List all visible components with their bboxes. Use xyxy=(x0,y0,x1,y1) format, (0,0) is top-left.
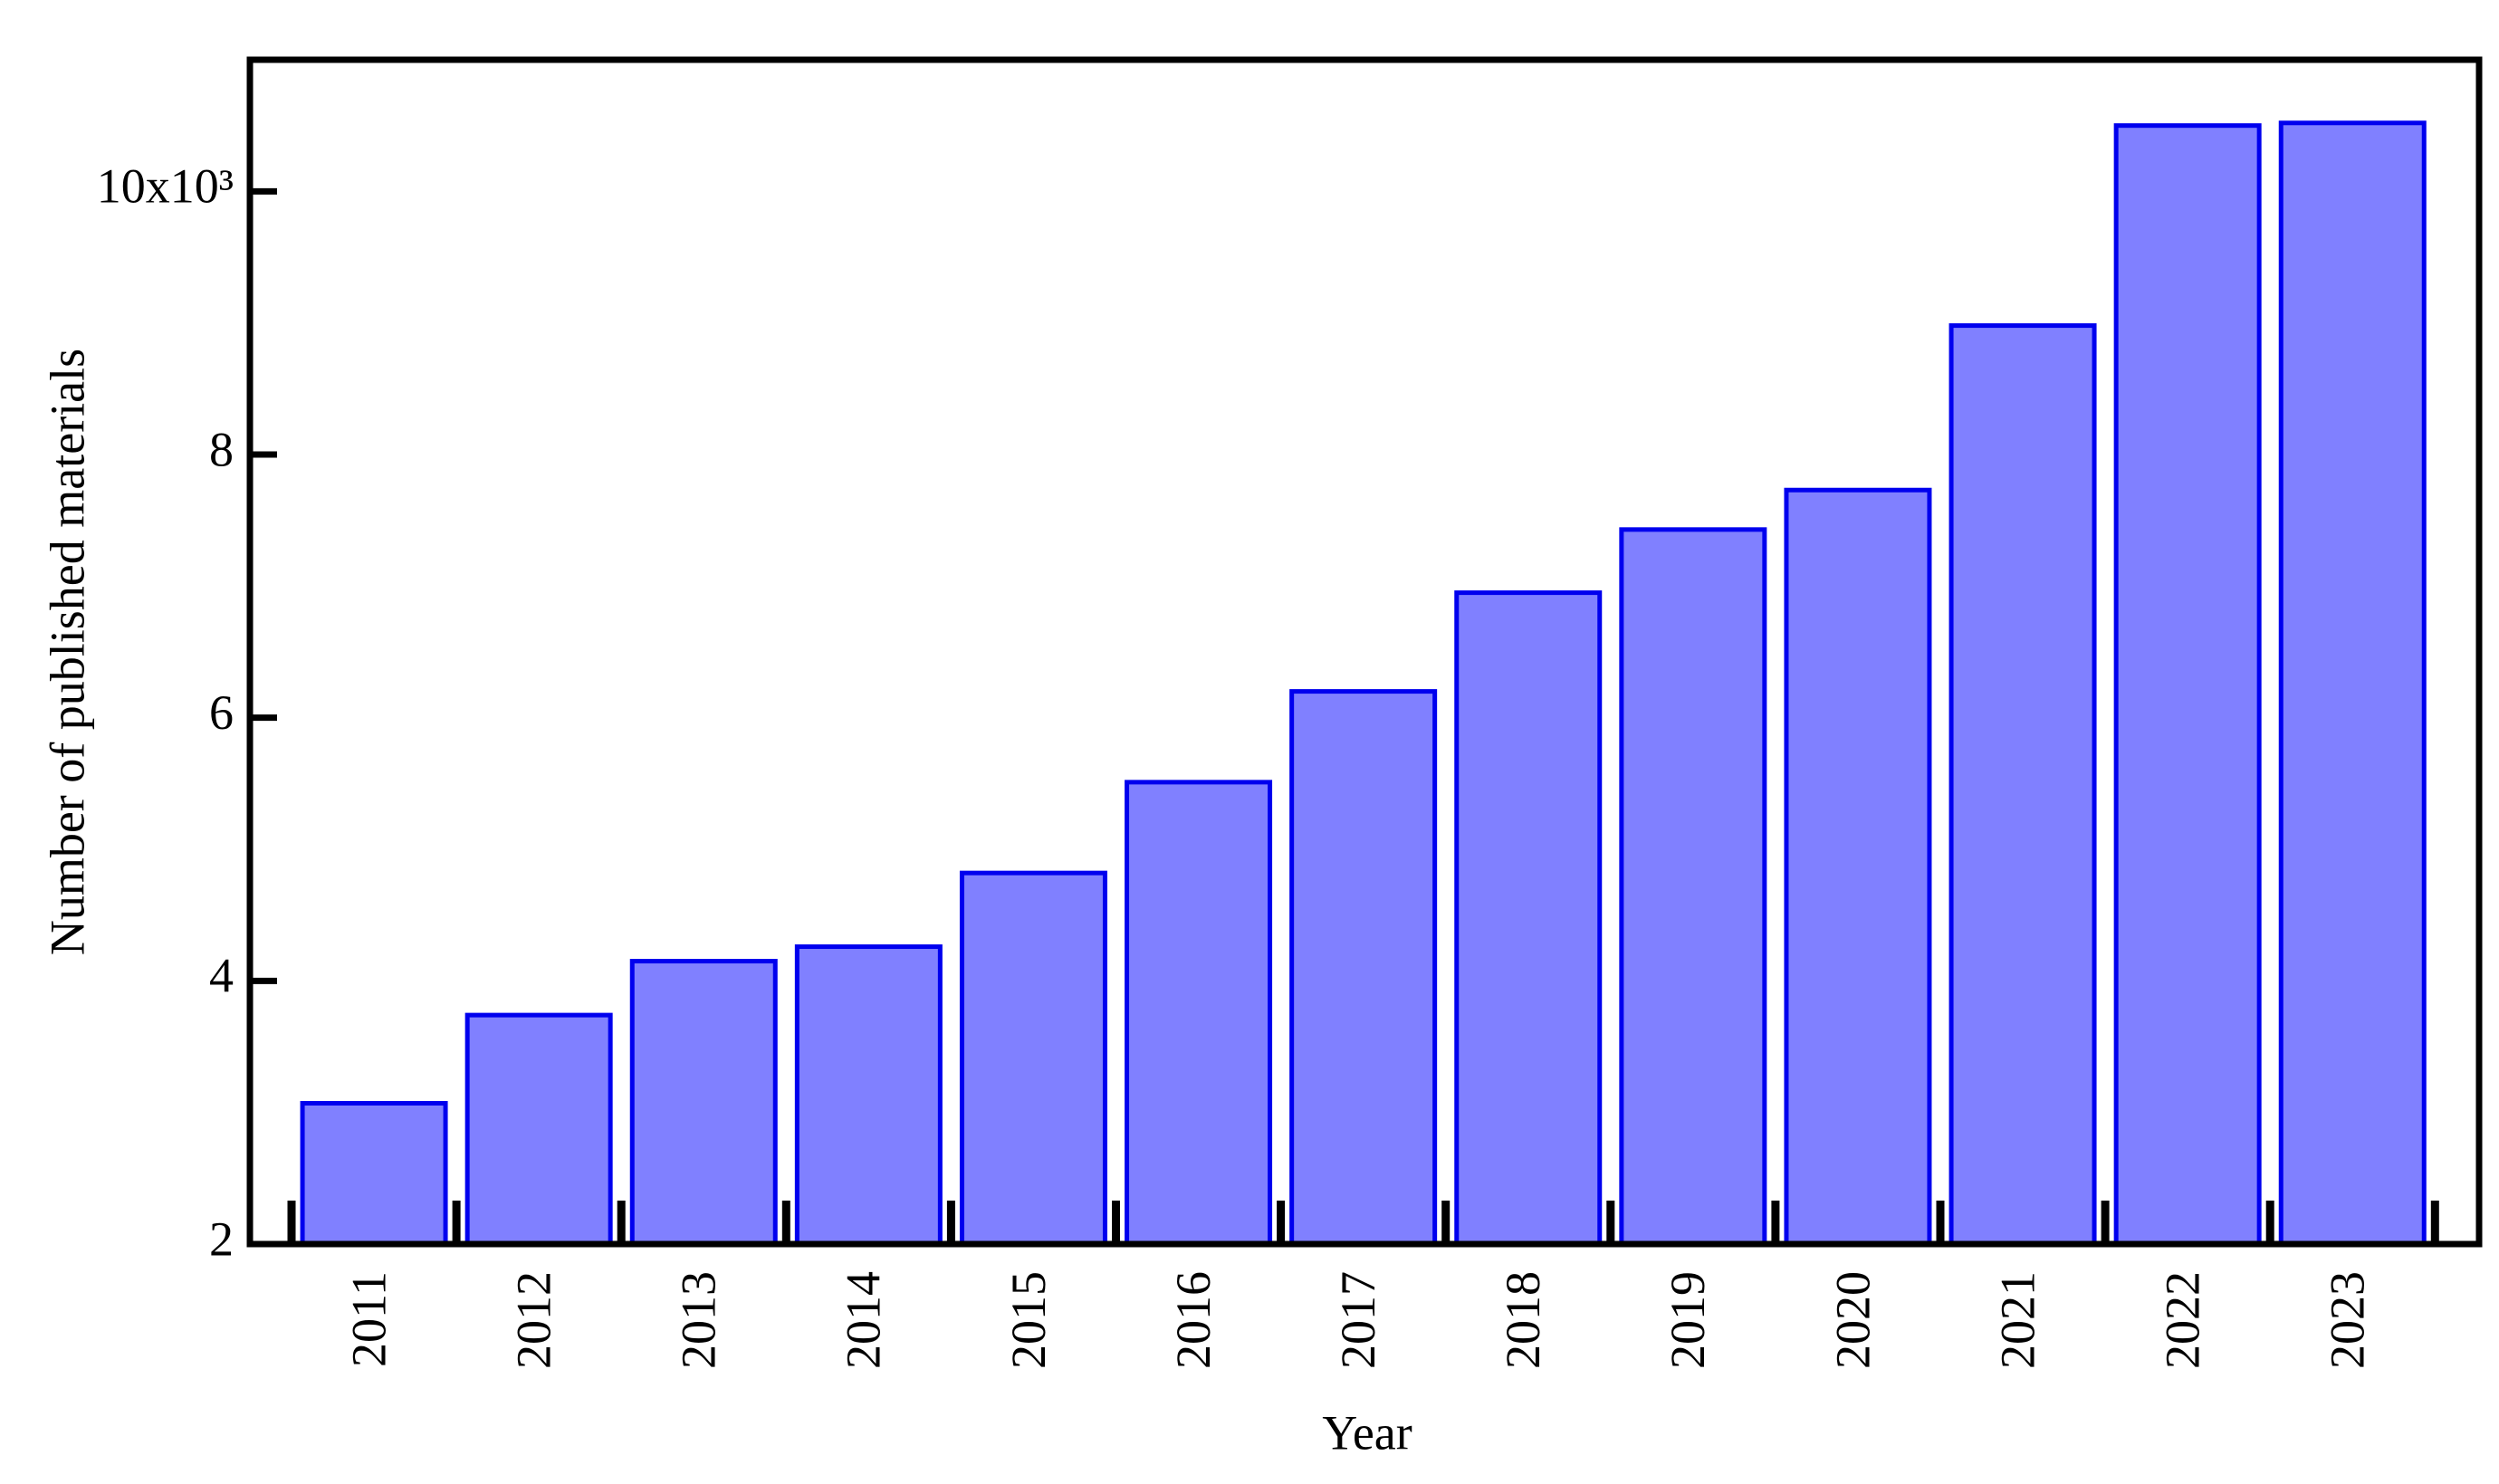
x-tick-label: 2021 xyxy=(1990,1271,2044,1369)
x-tick-label: 2022 xyxy=(2156,1271,2210,1369)
bar xyxy=(1454,590,1603,1247)
x-tick-label: 2014 xyxy=(837,1271,891,1369)
y-tick-label: 8 xyxy=(209,422,234,476)
x-tick-label: 2013 xyxy=(672,1271,726,1369)
x-tick-label: 2011 xyxy=(341,1271,396,1367)
bar xyxy=(300,1100,448,1247)
x-tick-label: 2015 xyxy=(1001,1271,1056,1369)
x-tick-label: 2016 xyxy=(1166,1271,1221,1369)
y-tick-label: 4 xyxy=(209,949,234,1003)
y-tick-label: 10x10³ xyxy=(97,159,234,214)
x-tick-label: 2018 xyxy=(1496,1271,1550,1369)
bar xyxy=(464,1012,613,1247)
x-tick-label: 2017 xyxy=(1331,1271,1385,1369)
bar xyxy=(2278,120,2427,1247)
x-axis-label: Year xyxy=(1322,1405,1412,1460)
bar xyxy=(794,944,943,1247)
x-tick-label: 2023 xyxy=(2321,1271,2375,1369)
bar xyxy=(2113,123,2262,1247)
bar xyxy=(1289,689,1438,1247)
x-tick-label: 2012 xyxy=(507,1271,561,1369)
x-tick-label: 2020 xyxy=(1825,1271,1880,1369)
bar xyxy=(1125,780,1273,1247)
axes-frame xyxy=(246,56,2483,1248)
bar xyxy=(629,959,778,1247)
bar xyxy=(1619,527,1767,1247)
bar xyxy=(1948,323,2097,1247)
y-axis-label: Number of published materials xyxy=(40,349,94,955)
bar xyxy=(959,870,1107,1247)
y-tick-label: 6 xyxy=(209,685,234,740)
x-tick-label: 2019 xyxy=(1661,1271,1715,1369)
bar xyxy=(1784,487,1932,1247)
y-tick-label: 2 xyxy=(209,1211,234,1266)
